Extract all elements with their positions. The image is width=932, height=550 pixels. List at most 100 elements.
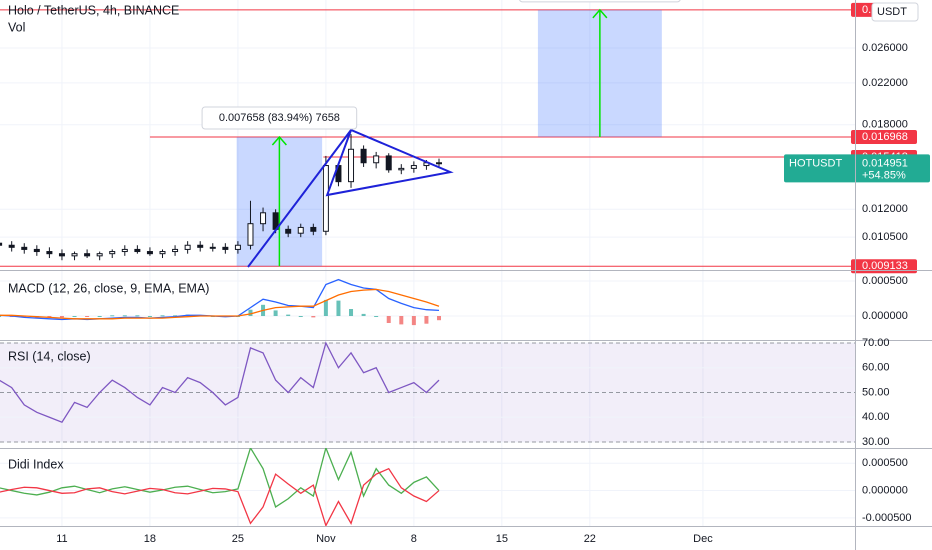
pane [0, 341, 855, 443]
candle-body [360, 148, 367, 164]
candle-body [46, 251, 53, 255]
histogram-bar [436, 316, 441, 321]
level-tag [851, 259, 917, 274]
pane-subtitle: Vol [8, 20, 25, 34]
x-tick-label: 18 [144, 533, 156, 545]
y-tick-label: 0.012000 [862, 203, 908, 215]
candle-body [0, 242, 3, 246]
level-label: 0.009133 [862, 260, 908, 272]
candle-body [373, 155, 380, 164]
pane-title: RSI (14, close) [8, 349, 91, 363]
histogram-bar [85, 316, 90, 318]
candle-body [310, 226, 317, 232]
histogram-bar [349, 309, 354, 317]
candle-body [146, 251, 153, 255]
measure-arrowhead [271, 135, 287, 146]
histogram-bar [147, 316, 152, 318]
candle-body [96, 253, 103, 257]
histogram-bar [135, 315, 140, 317]
candle-body [58, 253, 65, 257]
histogram-bar [361, 313, 366, 317]
candle-body [234, 244, 241, 250]
pane-title: Holo / TetherUS, 4h, BINANCE [8, 3, 179, 17]
candle-body [398, 167, 405, 171]
histogram-bar [0, 316, 2, 318]
histogram-bar [411, 316, 416, 326]
candle-body [71, 253, 78, 257]
histogram-bar [97, 316, 102, 318]
currency-box [871, 2, 919, 22]
pane [0, 8, 855, 268]
level-tag [851, 130, 917, 145]
y-tick-label: -0.000500 [862, 512, 912, 524]
candle-body [247, 223, 254, 246]
y-tick-label: 30.00 [862, 436, 890, 448]
histogram-bar [336, 300, 341, 317]
histogram-bar [399, 316, 404, 325]
histogram-bar [386, 316, 391, 323]
last-change: +54.85% [862, 169, 906, 181]
indicator-line [0, 288, 440, 320]
histogram-bar [311, 316, 316, 318]
y-tick-label: 0.010500 [862, 231, 908, 243]
pane [0, 278, 855, 326]
y-tick-label: 40.00 [862, 411, 890, 423]
candle-body [322, 165, 329, 232]
candle-body [222, 246, 229, 250]
candle-body [159, 251, 166, 255]
y-tick-label: 70.00 [862, 337, 890, 349]
indicator-line [0, 448, 440, 508]
x-tick-label: 11 [56, 533, 67, 545]
indicator-line [0, 467, 440, 526]
pane-title: MACD (12, 26, close, 9, EMA, EMA) [8, 281, 209, 295]
candle-body [435, 162, 442, 165]
candle-body [184, 244, 191, 250]
histogram-bar [248, 309, 253, 317]
y-tick-label: 50.00 [862, 386, 890, 398]
candle-body [8, 244, 15, 248]
last-price-tag [784, 154, 930, 183]
histogram-bar [374, 316, 379, 318]
currency: USDT [877, 6, 907, 18]
measure-label-box [201, 106, 358, 130]
candle-body [260, 212, 267, 225]
candle-body [109, 251, 116, 255]
pane [0, 448, 855, 526]
measure-label: 0.007658 (83.94%) 7658 [219, 112, 340, 124]
y-tick-label: 0.000000 [862, 310, 908, 322]
y-tick-label: 0.018000 [862, 119, 908, 131]
candle-body [172, 248, 179, 253]
indicator-line [0, 341, 440, 424]
histogram-bar [173, 315, 178, 317]
histogram-bar [22, 316, 27, 318]
histogram-bar [59, 316, 64, 318]
x-tick-label: Nov [316, 533, 336, 545]
candle-body [348, 148, 355, 183]
histogram-bar [110, 315, 115, 317]
histogram-bar [72, 316, 77, 318]
histogram-bar [298, 316, 303, 318]
histogram-bar [160, 315, 165, 317]
y-tick-label: 0.000500 [862, 457, 908, 469]
y-tick-label: 60.00 [862, 362, 890, 374]
candle-body [197, 244, 204, 248]
measure-arrowhead [592, 8, 608, 19]
candle-body [410, 165, 417, 169]
candle-body [84, 253, 91, 257]
triangle-pattern [247, 128, 454, 268]
level-label: 0.016968 [862, 131, 908, 143]
candle-body [134, 248, 141, 253]
candle-body [297, 226, 304, 234]
y-tick-label: 0.000500 [862, 275, 908, 287]
x-tick-label: Dec [693, 533, 713, 545]
histogram-bar [47, 316, 52, 318]
histogram-bar [424, 316, 429, 324]
histogram-bar [122, 315, 127, 317]
histogram-bar [286, 314, 291, 317]
y-tick-label: 0.000000 [862, 484, 908, 496]
last-symbol: HOTUSDT [789, 157, 842, 169]
candle-body [209, 246, 216, 249]
histogram-bar [273, 310, 278, 317]
pane-title: Didi Index [8, 457, 64, 471]
